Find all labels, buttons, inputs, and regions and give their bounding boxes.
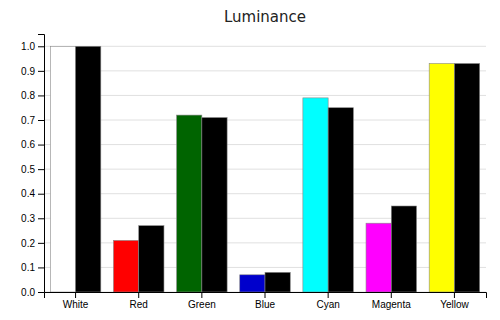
x-tick-mark — [328, 292, 329, 298]
y-tick-label: 0.1 — [21, 262, 35, 273]
bar — [50, 46, 75, 292]
y-tick-label: 0.0 — [21, 287, 35, 298]
bar — [265, 272, 290, 292]
bar — [303, 98, 328, 292]
y-tick-label: 0.9 — [21, 66, 35, 77]
plot: 0.0 0.1 0.2 0.3 0.4 0.5 0.6 0.7 0.8 0.9 1.0 White Re… — [21, 35, 486, 311]
y-tick-mark — [38, 218, 44, 219]
y-tick-label: 1.0 — [21, 41, 35, 52]
x-tick-label: Cyan — [316, 299, 339, 310]
x-tick-mark — [454, 292, 455, 298]
y-tick: 0.2 — [21, 238, 44, 249]
x-tick: Red — [130, 292, 148, 310]
bar — [391, 206, 416, 292]
x-tick-label: Red — [130, 299, 148, 310]
x-tick-label: Yellow — [440, 299, 469, 310]
bar — [429, 63, 454, 292]
grid-line — [44, 169, 486, 170]
x-axis-line — [45, 293, 487, 299]
bar — [366, 223, 391, 292]
x-tick: Cyan — [316, 292, 339, 310]
bar — [113, 240, 138, 292]
x-tick: White — [63, 292, 89, 310]
bar — [139, 226, 164, 292]
y-tick-label: 0.2 — [21, 238, 35, 249]
x-tick-mark — [265, 292, 266, 298]
x-tick-label: White — [63, 299, 89, 310]
grid-line — [44, 144, 486, 145]
y-tick-mark — [38, 243, 44, 244]
grid-line — [44, 193, 486, 194]
y-tick: 0.6 — [21, 139, 44, 150]
y-tick-label: 0.3 — [21, 213, 35, 224]
grid-line — [44, 267, 486, 268]
y-tick-mark — [38, 46, 44, 47]
y-tick-mark — [38, 95, 44, 96]
bar — [202, 118, 227, 292]
grid-line — [44, 46, 486, 47]
x-tick-label: Blue — [255, 299, 275, 310]
y-tick-label: 0.5 — [21, 164, 35, 175]
bar — [454, 63, 479, 292]
y-tick-mark — [38, 120, 44, 121]
x-tick-mark — [201, 292, 202, 298]
y-tick-mark — [38, 71, 44, 72]
grid-line — [44, 70, 486, 71]
bar — [76, 46, 101, 292]
bar — [328, 108, 353, 292]
bars — [50, 46, 479, 292]
x-tick: Magenta — [372, 292, 411, 310]
y-tick-label: 0.6 — [21, 139, 35, 150]
y-tick-mark — [38, 145, 44, 146]
y-tick-mark — [38, 267, 44, 268]
x-tick: Yellow — [440, 292, 469, 310]
y-tick-mark — [38, 194, 44, 195]
y-tick: 0.3 — [21, 213, 44, 224]
y-tick-mark — [38, 292, 44, 293]
x-tick: Blue — [255, 292, 275, 310]
x-tick-label: Green — [188, 299, 216, 310]
x-tick: Green — [188, 292, 216, 310]
y-tick: 1.0 — [21, 41, 44, 52]
grid-line — [44, 120, 486, 121]
y-axis-line — [38, 35, 45, 293]
y-tick-mark — [38, 169, 44, 170]
bar — [177, 115, 202, 292]
x-axis: White Red Green Blue Cyan Magenta Yellow — [45, 292, 487, 310]
y-tick: 0.5 — [21, 164, 44, 175]
grid-line — [44, 242, 486, 243]
grid-line — [44, 218, 486, 219]
y-tick: 0.8 — [21, 90, 44, 101]
y-tick: 0.0 — [21, 287, 44, 298]
y-tick: 0.4 — [21, 188, 44, 199]
title: Luminance — [224, 8, 306, 26]
x-tick-mark — [391, 292, 392, 298]
grid — [44, 46, 486, 292]
y-tick: 0.7 — [21, 115, 44, 126]
y-tick-label: 0.4 — [21, 188, 35, 199]
y-tick-label: 0.7 — [21, 115, 35, 126]
y-tick: 0.1 — [21, 262, 44, 273]
x-tick-label: Magenta — [372, 299, 411, 310]
y-tick-label: 0.8 — [21, 90, 35, 101]
grid-line — [44, 95, 486, 96]
x-tick-mark — [75, 292, 76, 298]
y-axis: 0.0 0.1 0.2 0.3 0.4 0.5 0.6 0.7 0.8 0.9 1.0 — [21, 35, 44, 298]
chart: Luminance 0.0 0.1 0.2 0.3 0.4 0.5 0.6 0.7 0.8 0.9 1… — [0, 0, 500, 320]
x-tick-mark — [138, 292, 139, 298]
bar — [240, 275, 265, 292]
y-tick: 0.9 — [21, 66, 44, 77]
